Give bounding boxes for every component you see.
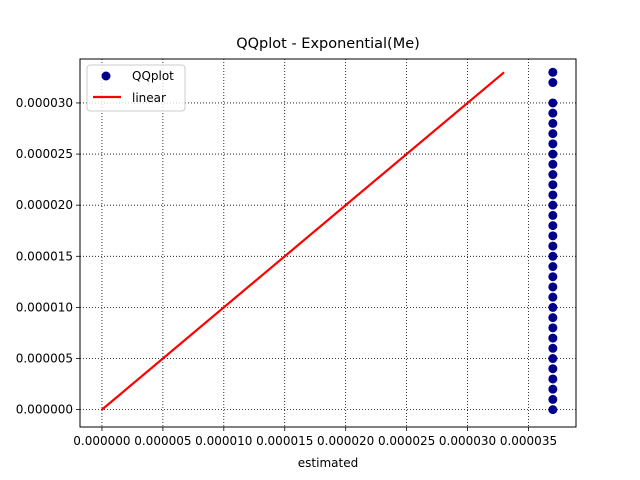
legend-box (86, 64, 186, 112)
legend-label-linear: linear (132, 91, 166, 105)
data-point-QQplot (548, 231, 558, 241)
y-tick-label: 0.000025 (16, 147, 73, 161)
data-point-QQplot (548, 200, 558, 210)
x-tick-label: 0.000025 (378, 434, 435, 448)
data-point-QQplot (548, 67, 558, 77)
x-tick-label: 0.000030 (439, 434, 496, 448)
plot-frame (79, 58, 577, 428)
data-point-QQplot (548, 210, 558, 220)
data-point-QQplot (548, 333, 558, 343)
legend-label-qqplot: QQplot (132, 69, 174, 83)
y-tick-label: 0.000000 (16, 403, 73, 417)
data-point-QQplot (548, 405, 558, 415)
data-point-QQplot (548, 394, 558, 404)
data-point-QQplot (548, 282, 558, 292)
x-tick-label: 0.000035 (500, 434, 557, 448)
data-point-QQplot (548, 78, 558, 88)
data-point-QQplot (548, 170, 558, 180)
x-tick-label: 0.000015 (256, 434, 313, 448)
data-point-QQplot (548, 180, 558, 190)
data-point-QQplot (548, 323, 558, 333)
legend: QQplot linear (86, 64, 186, 112)
x-axis-label: estimated (298, 456, 358, 470)
grid-lines (80, 59, 576, 427)
x-tick-label: 0.000005 (134, 434, 191, 448)
data-point-QQplot (548, 221, 558, 231)
data-point-QQplot (548, 364, 558, 374)
data-point-QQplot (548, 159, 558, 169)
data-point-QQplot (548, 190, 558, 200)
data-point-QQplot (548, 343, 558, 353)
data-point-QQplot (548, 139, 558, 149)
data-point-QQplot (548, 251, 558, 261)
x-tick-label: 0.000020 (317, 434, 374, 448)
data-point-QQplot (548, 354, 558, 364)
data-point-QQplot (548, 302, 558, 312)
data-point-QQplot (548, 272, 558, 282)
data-point-QQplot (548, 384, 558, 394)
x-tick-label: 0.000000 (73, 434, 130, 448)
data-point-QQplot (548, 108, 558, 118)
data-point-QQplot (548, 98, 558, 108)
series-line-linear (101, 71, 505, 411)
data-point-QQplot (548, 374, 558, 384)
x-tick-label: 0.000010 (195, 434, 252, 448)
y-tick-label: 0.000030 (16, 96, 73, 110)
data-point-QQplot (548, 241, 558, 251)
y-tick-label: 0.000010 (16, 300, 73, 314)
data-point-QQplot (548, 129, 558, 139)
data-point-QQplot (548, 313, 558, 323)
data-point-QQplot (548, 149, 558, 159)
y-axis-ticks: 0.000000 0.000005 0.000010 0.000015 0.000020… (16, 96, 80, 417)
data-point-QQplot (548, 292, 558, 302)
y-tick-label: 0.000005 (16, 352, 73, 366)
x-axis-ticks: 0.000000 0.000005 0.000010 0.000015 0.000020… (73, 427, 557, 448)
series-layer (101, 67, 558, 415)
legend-marker-qqplot (101, 71, 111, 81)
data-point-QQplot (548, 118, 558, 128)
y-tick-label: 0.000020 (16, 198, 73, 212)
y-tick-label: 0.000015 (16, 249, 73, 263)
data-point-QQplot (548, 262, 558, 272)
chart-title: QQplot - Exponential(Me) (236, 36, 420, 52)
